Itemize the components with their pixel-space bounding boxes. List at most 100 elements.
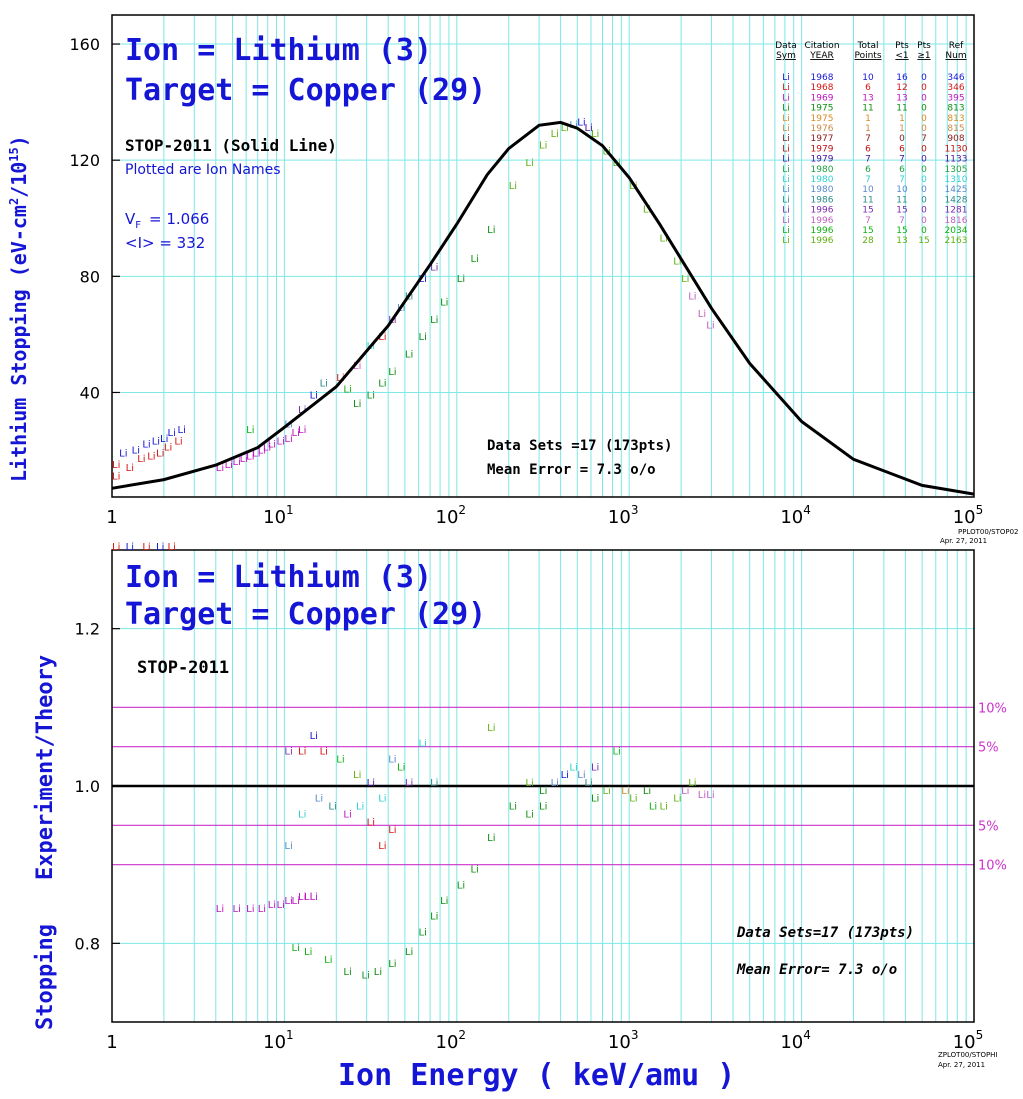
legend-cell: Li <box>782 83 790 93</box>
top-model-label: STOP-2011 (Solid Line) <box>125 136 337 155</box>
legend-cell: 1968 <box>811 73 834 83</box>
legend-header: Points <box>854 51 881 61</box>
bottom-data-point: Li <box>233 904 241 915</box>
top-data-point: Li <box>240 454 248 465</box>
top-data-point: Li <box>457 274 465 285</box>
error-band-label: 10% <box>978 859 1007 874</box>
top-data-point: Li <box>577 117 585 128</box>
top-data-point: Li <box>178 425 186 436</box>
legend-cell: Li <box>782 206 790 216</box>
legend-cell: Li <box>782 73 790 83</box>
top-data-point: Li <box>470 254 478 265</box>
bottom-data-point: Li <box>353 770 361 781</box>
top-stamp-2: Apr. 27, 2011 <box>940 537 987 545</box>
legend-cell: Li <box>782 236 790 246</box>
bottom-ytick-label: 1.0 <box>75 777 100 796</box>
legend-cell: 6 <box>865 165 871 175</box>
bottom-data-point: Li <box>324 955 332 966</box>
bottom-xtick-label: 1 <box>106 1032 117 1053</box>
bottom-data-point: Li <box>374 967 382 978</box>
bottom-target-title: Target = Copper (29) <box>125 597 486 632</box>
top-data-point: Li <box>164 443 172 454</box>
legend-cell: 2034 <box>945 226 968 236</box>
bottom-stamp-2: Apr. 27, 2011 <box>938 1061 985 1069</box>
bottom-data-point: Li <box>612 747 620 758</box>
top-xtick-label: 104 <box>780 503 811 528</box>
legend-cell: Li <box>782 104 790 114</box>
bottom-data-point: Li <box>457 880 465 891</box>
top-data-point: Li <box>688 292 696 303</box>
legend-cell: 1425 <box>945 185 968 195</box>
top-xtick-label: 105 <box>953 503 984 528</box>
legend-cell: 0 <box>921 206 927 216</box>
bottom-data-point: Li <box>126 542 134 553</box>
legend-cell: 1968 <box>811 83 834 93</box>
bottom-data-point: Li <box>602 786 610 797</box>
legend-cell: 7 <box>899 175 905 185</box>
legend-header: Pts <box>917 41 931 51</box>
legend-cell: 0 <box>921 93 927 103</box>
top-y-axis-label: Lithium Stopping (eV-cm2/1015) <box>7 135 31 482</box>
bottom-ytick-label: 1.2 <box>75 620 100 639</box>
bottom-data-point: Li <box>487 833 495 844</box>
bottom-data-point: Li <box>315 794 323 805</box>
top-data-point: Li <box>142 440 150 451</box>
legend-cell: 1980 <box>811 165 834 175</box>
bottom-data-point: Li <box>112 542 120 553</box>
bottom-data-point: Li <box>539 786 547 797</box>
top-data-point: Li <box>698 309 706 320</box>
legend-cell: 0 <box>921 216 927 226</box>
top-data-point: Li <box>419 332 427 343</box>
legend-cell: 12 <box>896 83 907 93</box>
bottom-data-point: Li <box>388 754 396 765</box>
bottom-data-point: Li <box>577 770 585 781</box>
legend-cell: 7 <box>921 134 927 144</box>
top-data-point: Li <box>292 428 300 439</box>
top-grid <box>112 15 974 497</box>
top-mean-error: Mean Error = 7.3 o/o <box>487 462 656 478</box>
top-data-point: Li <box>539 141 547 152</box>
legend-header: Sym <box>776 51 796 61</box>
x-axis-label: Ion Energy ( keV/amu ) <box>338 1058 735 1093</box>
legend-cell: Li <box>782 155 790 165</box>
legend-cell: 815 <box>947 124 964 134</box>
legend-cell: 1986 <box>811 195 834 205</box>
bottom-data-point: Li <box>569 762 577 773</box>
bottom-data-point: Li <box>430 778 438 789</box>
legend-cell: 0 <box>921 185 927 195</box>
bottom-xtick-label: 101 <box>263 1028 294 1053</box>
legend-cell: 0 <box>921 124 927 134</box>
legend-header: Total <box>856 41 878 51</box>
top-data-point: Li <box>233 457 241 468</box>
bottom-data-point: Li <box>405 778 413 789</box>
legend-cell: 0 <box>921 195 927 205</box>
top-data-point: Li <box>681 274 689 285</box>
legend-cell: Li <box>782 114 790 124</box>
legend-cell: 15 <box>862 206 873 216</box>
legend-cell: Li <box>782 124 790 134</box>
top-data-point: Li <box>643 204 651 215</box>
top-data-point: Li <box>119 448 127 459</box>
legend-cell: 28 <box>862 236 874 246</box>
top-data-point: Li <box>310 390 318 401</box>
bottom-data-point: Li <box>419 927 427 938</box>
top-stamp-1: PPLOT00/STOP02 <box>958 528 1019 536</box>
top-data-point: Li <box>343 384 351 395</box>
legend-cell: Li <box>782 226 790 236</box>
legend-cell: 13 <box>896 236 907 246</box>
top-data-point: Li <box>298 405 306 416</box>
bottom-data-point: Li <box>509 802 517 813</box>
legend-cell: 1 <box>865 114 871 124</box>
legend-cell: Li <box>782 134 790 144</box>
top-data-point: Li <box>246 451 254 462</box>
top-data-point: Li <box>152 437 160 448</box>
bottom-data-point: Li <box>440 896 448 907</box>
legend-cell: 15 <box>862 226 873 236</box>
legend-cell: 7 <box>899 216 905 226</box>
bottom-data-point: Li <box>388 825 396 836</box>
legend-cell: 1816 <box>945 216 968 226</box>
top-plot-frame <box>111 14 975 498</box>
